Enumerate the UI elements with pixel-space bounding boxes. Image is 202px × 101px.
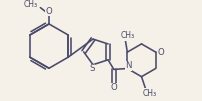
- Text: O: O: [45, 7, 52, 16]
- Text: N: N: [124, 61, 131, 70]
- Text: CH₃: CH₃: [142, 89, 157, 98]
- Text: CH₃: CH₃: [120, 31, 134, 40]
- Text: CH₃: CH₃: [23, 0, 37, 9]
- Text: O: O: [110, 83, 117, 92]
- Text: S: S: [89, 64, 94, 73]
- Text: O: O: [156, 48, 163, 57]
